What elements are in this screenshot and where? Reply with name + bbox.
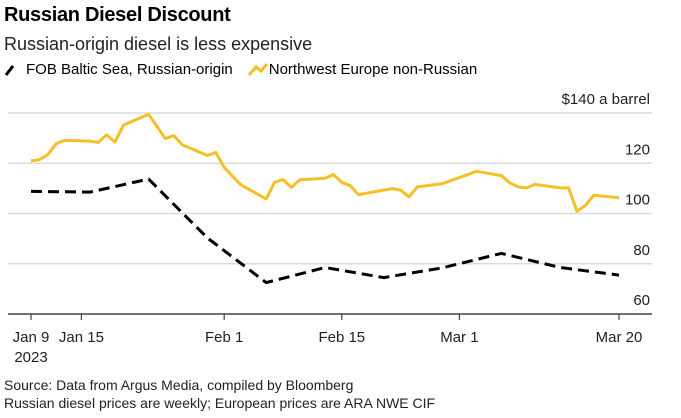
legend: FOB Baltic Sea, Russian-origin Northwest… [4,61,491,78]
y-tick-label: 100 [625,192,650,209]
x-tick-label: Jan 15 [59,329,104,346]
legend-swatch-solid [247,62,268,76]
y-tick-label: 80 [633,242,650,259]
source-note: Source: Data from Argus Media, compiled … [4,377,354,393]
footnote: Russian diesel prices are weekly; Europe… [4,395,436,411]
chart-subtitle: Russian-origin diesel is less expensive [4,34,313,54]
legend-label: Northwest Europe non-Russian [268,61,478,78]
chart-title: Russian Diesel Discount [4,4,231,26]
x-tick-label: Jan 9 [13,329,50,346]
x-tick-sublabel: 2023 [14,349,47,366]
legend-swatch-dashed [4,62,19,76]
y-tick-label: $140 a barrel [562,91,650,108]
legend-item-europe: Northwest Europe non-Russian [247,61,477,78]
y-tick-label: 60 [633,292,650,309]
series-line-1 [30,112,620,213]
x-tick-label: Feb 15 [318,329,365,346]
legend-item-russian: FOB Baltic Sea, Russian-origin [4,61,233,78]
series-line-0 [30,177,620,285]
x-tick-label: Feb 1 [205,329,243,346]
y-tick-label: 120 [625,141,650,158]
x-tick-label: Mar 20 [596,329,643,346]
legend-label: FOB Baltic Sea, Russian-origin [26,61,233,78]
x-tick-label: Mar 1 [440,329,478,346]
